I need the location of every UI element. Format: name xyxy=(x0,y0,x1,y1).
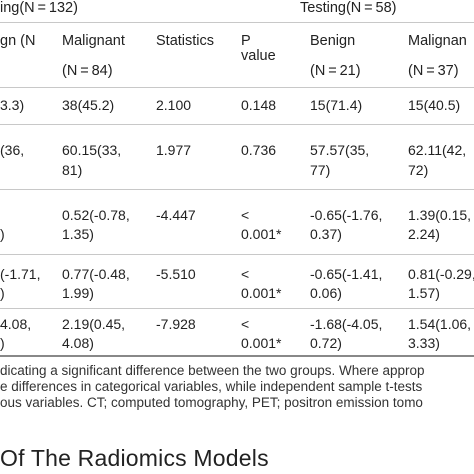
row2-malignant-test-2: 72) xyxy=(408,162,429,178)
row5-benign-test-2: 0.72) xyxy=(310,335,342,351)
col-statistics-header: Statistics xyxy=(156,33,215,49)
table-bottom-rule xyxy=(0,355,474,357)
row1-malignant-train: 38(45.2) xyxy=(62,97,115,113)
row2-benign-test: 57.57(35, xyxy=(310,142,370,158)
row5-statistics: -7.928 xyxy=(156,316,196,332)
row1-benign-test: 15(71.4) xyxy=(310,97,363,113)
row4-statistics: -5.510 xyxy=(156,266,196,282)
row5-malignant-test-2: 3.33) xyxy=(408,335,440,351)
row2-malignant-test: 62.11(42, xyxy=(408,142,467,158)
row5-pvalue: < xyxy=(241,316,250,332)
row5-pvalue-2: 0.001* xyxy=(241,335,282,351)
col-malignant-test-count: (N = 37) xyxy=(408,63,459,79)
row4-pvalue: < xyxy=(241,266,250,282)
row2-benign-train: (36, xyxy=(0,142,25,158)
row3-pvalue-2: 0.001* xyxy=(241,226,282,242)
row2-malignant-train: 60.15(33, xyxy=(62,142,122,158)
column-header-rule xyxy=(0,87,474,88)
testing-group-header: Testing(N = 58) xyxy=(300,0,397,16)
col-pvalue-header-2: value xyxy=(241,48,276,64)
row1-statistics: 2.100 xyxy=(156,97,192,113)
row3-benign-test-2: 0.37) xyxy=(310,226,342,242)
group-header-rule xyxy=(0,22,474,23)
row3-pvalue: < xyxy=(241,207,250,223)
row3-malignant-test-2: 2.24) xyxy=(408,226,440,242)
row4-rule xyxy=(0,308,474,309)
col-benign-train-header: gn (N xyxy=(0,33,36,49)
row2-pvalue: 0.736 xyxy=(241,142,277,158)
row4-malignant-test: 0.81(-0.29, xyxy=(408,266,474,282)
row5-malignant-test: 1.54(1.06, xyxy=(408,316,472,332)
footnote-line-3: ous variables. CT; computed tomography, … xyxy=(0,395,423,410)
row2-benign-test-2: 77) xyxy=(310,162,331,178)
row5-malignant-train: 2.19(0.45, xyxy=(62,316,126,332)
row4-malignant-test-2: 1.57) xyxy=(408,285,440,301)
row4-pvalue-2: 0.001* xyxy=(241,285,282,301)
row4-benign-test: -0.65(-1.41, xyxy=(310,266,383,282)
row5-benign-test: -1.68(-4.05, xyxy=(310,316,383,332)
footnote-line-2: e differences in categorical variables, … xyxy=(0,379,423,394)
footnote-line-1: dicating a significant difference betwee… xyxy=(0,363,425,378)
row3-malignant-test: 1.39(0.15, xyxy=(408,207,472,223)
row4-malignant-train: 0.77(-0.48, xyxy=(62,266,130,282)
row4-benign-train: (-1.71, xyxy=(0,266,41,282)
row4-malignant-train-2: 1.99) xyxy=(62,285,94,301)
row3-malignant-train: 0.52(-0.78, xyxy=(62,207,130,223)
col-malignant-test-header: Malignan xyxy=(408,33,467,49)
row4-benign-test-2: 0.06) xyxy=(310,285,342,301)
row1-malignant-test: 15(40.5) xyxy=(408,97,461,113)
row5-malignant-train-2: 4.08) xyxy=(62,335,94,351)
row5-benign-train: 4.08, xyxy=(0,316,32,332)
row1-rule xyxy=(0,124,474,125)
row2-rule xyxy=(0,189,474,190)
row3-rule xyxy=(0,254,474,255)
row3-malignant-train-2: 1.35) xyxy=(62,226,94,242)
row5-benign-train-2: ) xyxy=(0,335,5,351)
row2-statistics: 1.977 xyxy=(156,142,192,158)
row3-benign-train-2: ) xyxy=(0,226,5,242)
col-pvalue-header: P xyxy=(241,33,251,49)
col-malignant-train-header: Malignant xyxy=(62,33,125,49)
col-malignant-train-count: (N = 84) xyxy=(62,63,113,79)
row3-statistics: -4.447 xyxy=(156,207,196,223)
row1-benign-train: 3.3) xyxy=(0,97,25,113)
col-benign-test-header: Benign xyxy=(310,33,356,49)
row1-pvalue: 0.148 xyxy=(241,97,277,113)
section-heading: Of The Radiomics Models xyxy=(0,445,269,471)
row4-benign-train-2: ) xyxy=(0,285,5,301)
col-benign-test-count: (N = 21) xyxy=(310,63,361,79)
row2-malignant-train-2: 81) xyxy=(62,162,83,178)
row3-benign-test: -0.65(-1.76, xyxy=(310,207,383,223)
training-group-header: ing(N = 132) xyxy=(0,0,78,16)
